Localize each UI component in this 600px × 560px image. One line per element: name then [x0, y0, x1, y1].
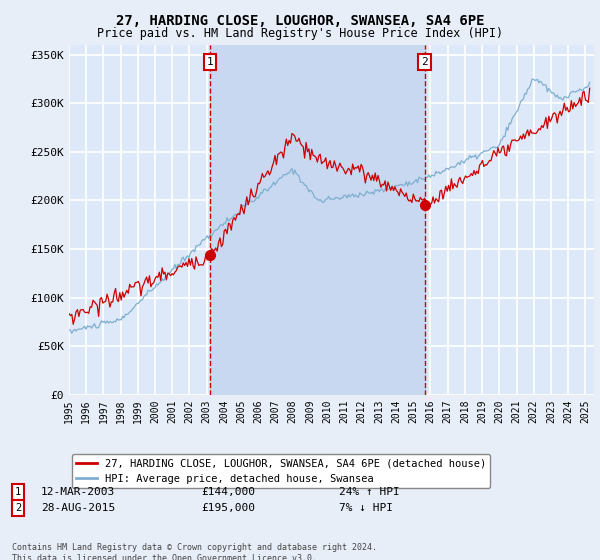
Text: 7% ↓ HPI: 7% ↓ HPI: [339, 503, 393, 513]
Text: £195,000: £195,000: [201, 503, 255, 513]
Text: 24% ↑ HPI: 24% ↑ HPI: [339, 487, 400, 497]
Text: Price paid vs. HM Land Registry's House Price Index (HPI): Price paid vs. HM Land Registry's House …: [97, 27, 503, 40]
Text: 27, HARDING CLOSE, LOUGHOR, SWANSEA, SA4 6PE: 27, HARDING CLOSE, LOUGHOR, SWANSEA, SA4…: [116, 14, 484, 28]
Bar: [211, 45, 425, 395]
Text: 1: 1: [15, 487, 21, 497]
Text: 2: 2: [421, 57, 428, 67]
Text: 2: 2: [15, 503, 21, 513]
Legend: 27, HARDING CLOSE, LOUGHOR, SWANSEA, SA4 6PE (detached house), HPI: Average pric: 27, HARDING CLOSE, LOUGHOR, SWANSEA, SA4…: [71, 454, 490, 488]
Text: Contains HM Land Registry data © Crown copyright and database right 2024.
This d: Contains HM Land Registry data © Crown c…: [12, 543, 377, 560]
Text: 12-MAR-2003: 12-MAR-2003: [41, 487, 115, 497]
Text: 1: 1: [207, 57, 214, 67]
Text: £144,000: £144,000: [201, 487, 255, 497]
Text: 28-AUG-2015: 28-AUG-2015: [41, 503, 115, 513]
